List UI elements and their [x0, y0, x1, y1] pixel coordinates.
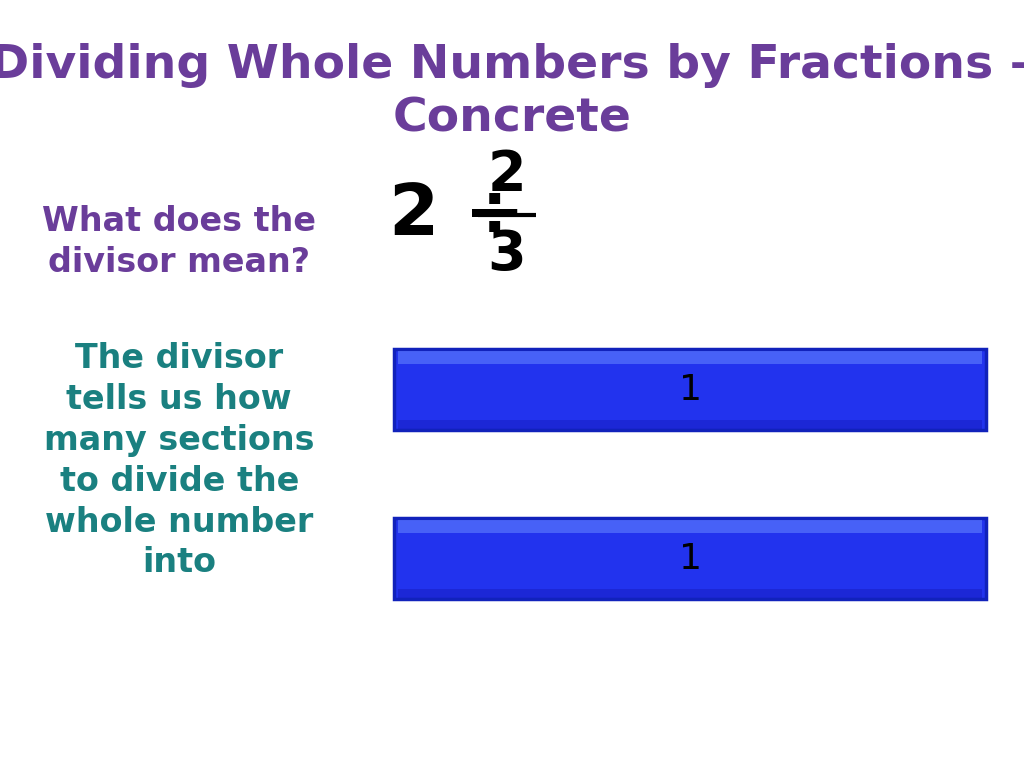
Bar [394, 349, 986, 430]
Text: Dividing Whole Numbers by Fractions –: Dividing Whole Numbers by Fractions – [0, 43, 1024, 88]
Bar [398, 520, 982, 533]
Bar [398, 590, 982, 598]
Bar [398, 351, 982, 364]
Bar [394, 518, 986, 599]
Text: Concrete: Concrete [392, 97, 632, 141]
Bar [398, 421, 982, 429]
Text: 1: 1 [679, 541, 701, 576]
Text: The divisor
tells us how
many sections
to divide the
whole number
into: The divisor tells us how many sections t… [44, 343, 314, 579]
Text: What does the
divisor mean?: What does the divisor mean? [42, 205, 316, 279]
Text: 2 ÷: 2 ÷ [389, 180, 525, 250]
Text: 1: 1 [679, 372, 701, 407]
Text: 3: 3 [487, 228, 526, 282]
Text: 2: 2 [487, 148, 526, 202]
